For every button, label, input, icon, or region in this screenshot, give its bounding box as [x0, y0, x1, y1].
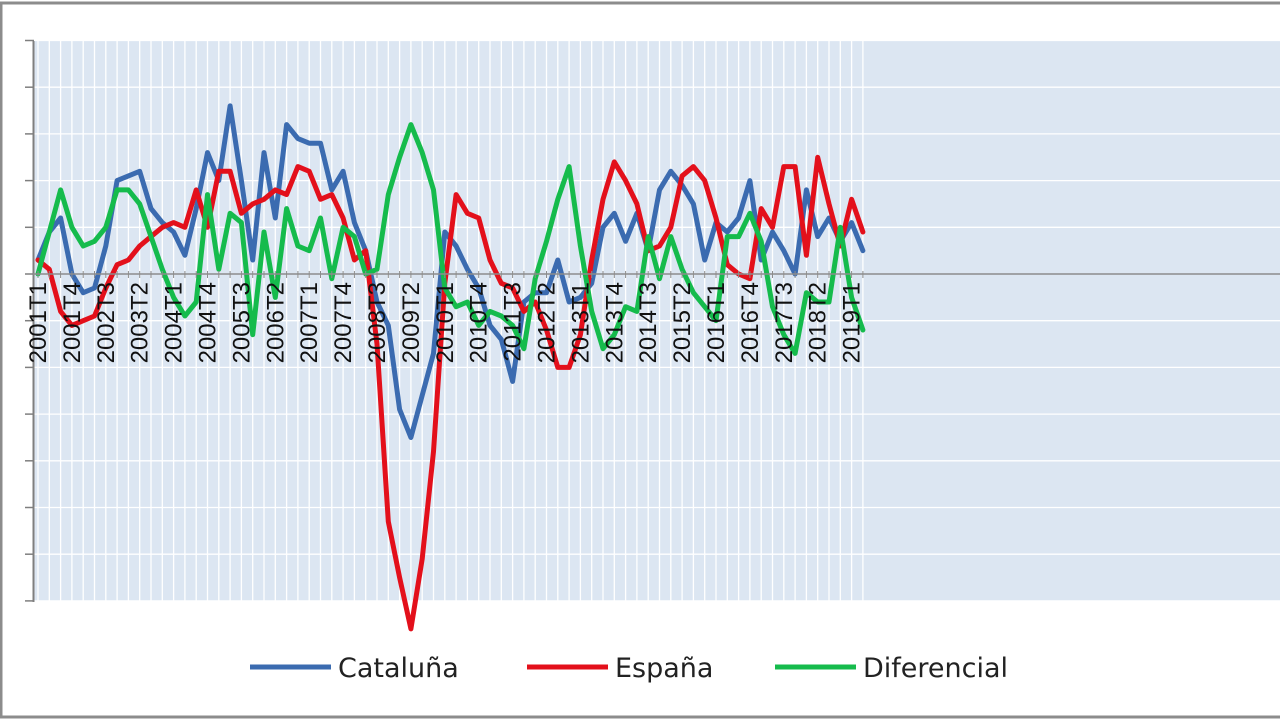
x-tick-label: 2008T3	[364, 282, 391, 363]
legend-label: Diferencial	[863, 653, 1008, 684]
x-tick-label: 2013T4	[601, 282, 628, 363]
x-tick-label: 2016T1	[703, 282, 730, 363]
x-tick-label: 2010T4	[466, 282, 493, 363]
x-tick-label: 2001T4	[59, 282, 86, 363]
x-tick-label: 2007T1	[296, 282, 323, 363]
x-tick-label: 2003T2	[127, 282, 154, 363]
series-line-diferencial	[35, 122, 866, 356]
x-tick-label: 2016T4	[737, 282, 764, 363]
x-tick-label: 2019T1	[839, 282, 866, 363]
legend-label: España	[615, 653, 713, 684]
x-tick-label: 2006T2	[262, 282, 289, 363]
x-tick-label: 2010T1	[432, 282, 459, 363]
x-tick-label: 2012T2	[534, 282, 561, 363]
x-tick-label: 2013T1	[567, 282, 594, 363]
x-tick-label: 2005T3	[228, 282, 255, 363]
x-tick-label: 2001T1	[25, 282, 52, 363]
x-tick-label: 2004T1	[161, 282, 188, 363]
x-tick-label: 2009T2	[398, 282, 425, 363]
x-tick-label: 2007T4	[330, 282, 357, 363]
legend: Cataluña España Diferencial	[250, 653, 1008, 684]
x-tick-label: 2004T4	[195, 282, 222, 363]
legend-label: Cataluña	[338, 653, 459, 684]
x-tick-label: 2011T3	[500, 282, 527, 362]
x-tick-label: 2002T3	[93, 282, 120, 363]
x-tick-label: 2018T2	[805, 282, 832, 363]
y-axis-ticks	[25, 39, 34, 602]
horizontal-gridlines	[34, 39, 1280, 602]
x-axis-ticks	[37, 271, 864, 278]
x-tick-label: 2015T2	[669, 282, 696, 363]
x-tick-label: 2017T3	[771, 282, 798, 363]
x-axis-labels: 2001T1 2001T4 2002T3 2003T2 2004T1 2004T4 2005…	[25, 282, 866, 363]
x-tick-label: 2014T3	[635, 282, 662, 363]
series-layer	[35, 103, 866, 632]
